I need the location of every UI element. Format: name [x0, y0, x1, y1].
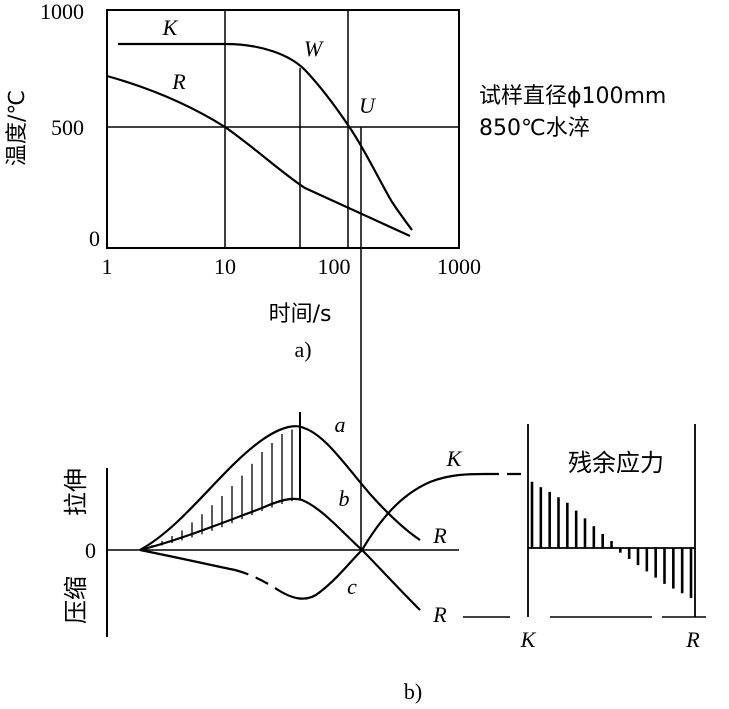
label-compression: 压缩	[62, 576, 90, 624]
curve-K-surface	[118, 42, 413, 231]
residual-stress-title: 残余应力	[568, 449, 664, 477]
curve-c-dashed	[234, 568, 276, 589]
curve-label-R: R	[171, 69, 186, 94]
x-axis-label: 时间/s	[269, 302, 332, 327]
curve-label-R-upper: R	[432, 523, 447, 548]
curve-label-R-lower: R	[432, 602, 447, 627]
curve-K-stress	[361, 472, 486, 551]
top-chart: 1000 500 0 1 10 100 1000 温度/℃ 时间/s a) K …	[5, 0, 666, 550]
y-axis-label: 温度/℃	[5, 90, 30, 166]
x-tick-10: 10	[214, 254, 236, 279]
curve-label-c: c	[347, 574, 357, 599]
x-tick-100: 100	[318, 254, 351, 279]
residual-label-K: K	[520, 627, 537, 652]
curve-R-center	[106, 74, 411, 238]
x-tick-1: 1	[102, 254, 113, 279]
y-tick-1000: 1000	[40, 0, 84, 24]
note-line-1: 试样直径ϕ100mm	[479, 84, 666, 109]
curve-label-K-stress: K	[446, 446, 463, 471]
curve-label-U: U	[359, 93, 377, 118]
caption-b: b)	[404, 679, 422, 704]
y-tick-0: 0	[89, 226, 100, 251]
curve-a	[139, 425, 421, 551]
residual-bars	[530, 481, 693, 598]
curve-label-a: a	[335, 412, 346, 437]
curve-label-K: K	[162, 15, 179, 40]
curve-label-W: W	[304, 36, 324, 61]
note-line-2: 850℃水淬	[479, 116, 590, 141]
curve-label-b: b	[339, 486, 350, 511]
bottom-chart: 0 拉伸 压缩 a b c K R R 残余应力 K R b)	[62, 412, 706, 704]
zero-label: 0	[85, 538, 96, 563]
curve-c-left	[139, 548, 236, 572]
hatch-region	[151, 429, 293, 548]
top-chart-frame	[106, 9, 460, 249]
curve-b	[139, 497, 421, 611]
caption-a: a)	[294, 337, 311, 362]
x-tick-1000: 1000	[437, 254, 481, 279]
residual-label-R: R	[685, 627, 700, 652]
y-tick-500: 500	[51, 115, 84, 140]
label-tension: 拉伸	[62, 468, 90, 516]
curve-c-right	[274, 549, 363, 600]
